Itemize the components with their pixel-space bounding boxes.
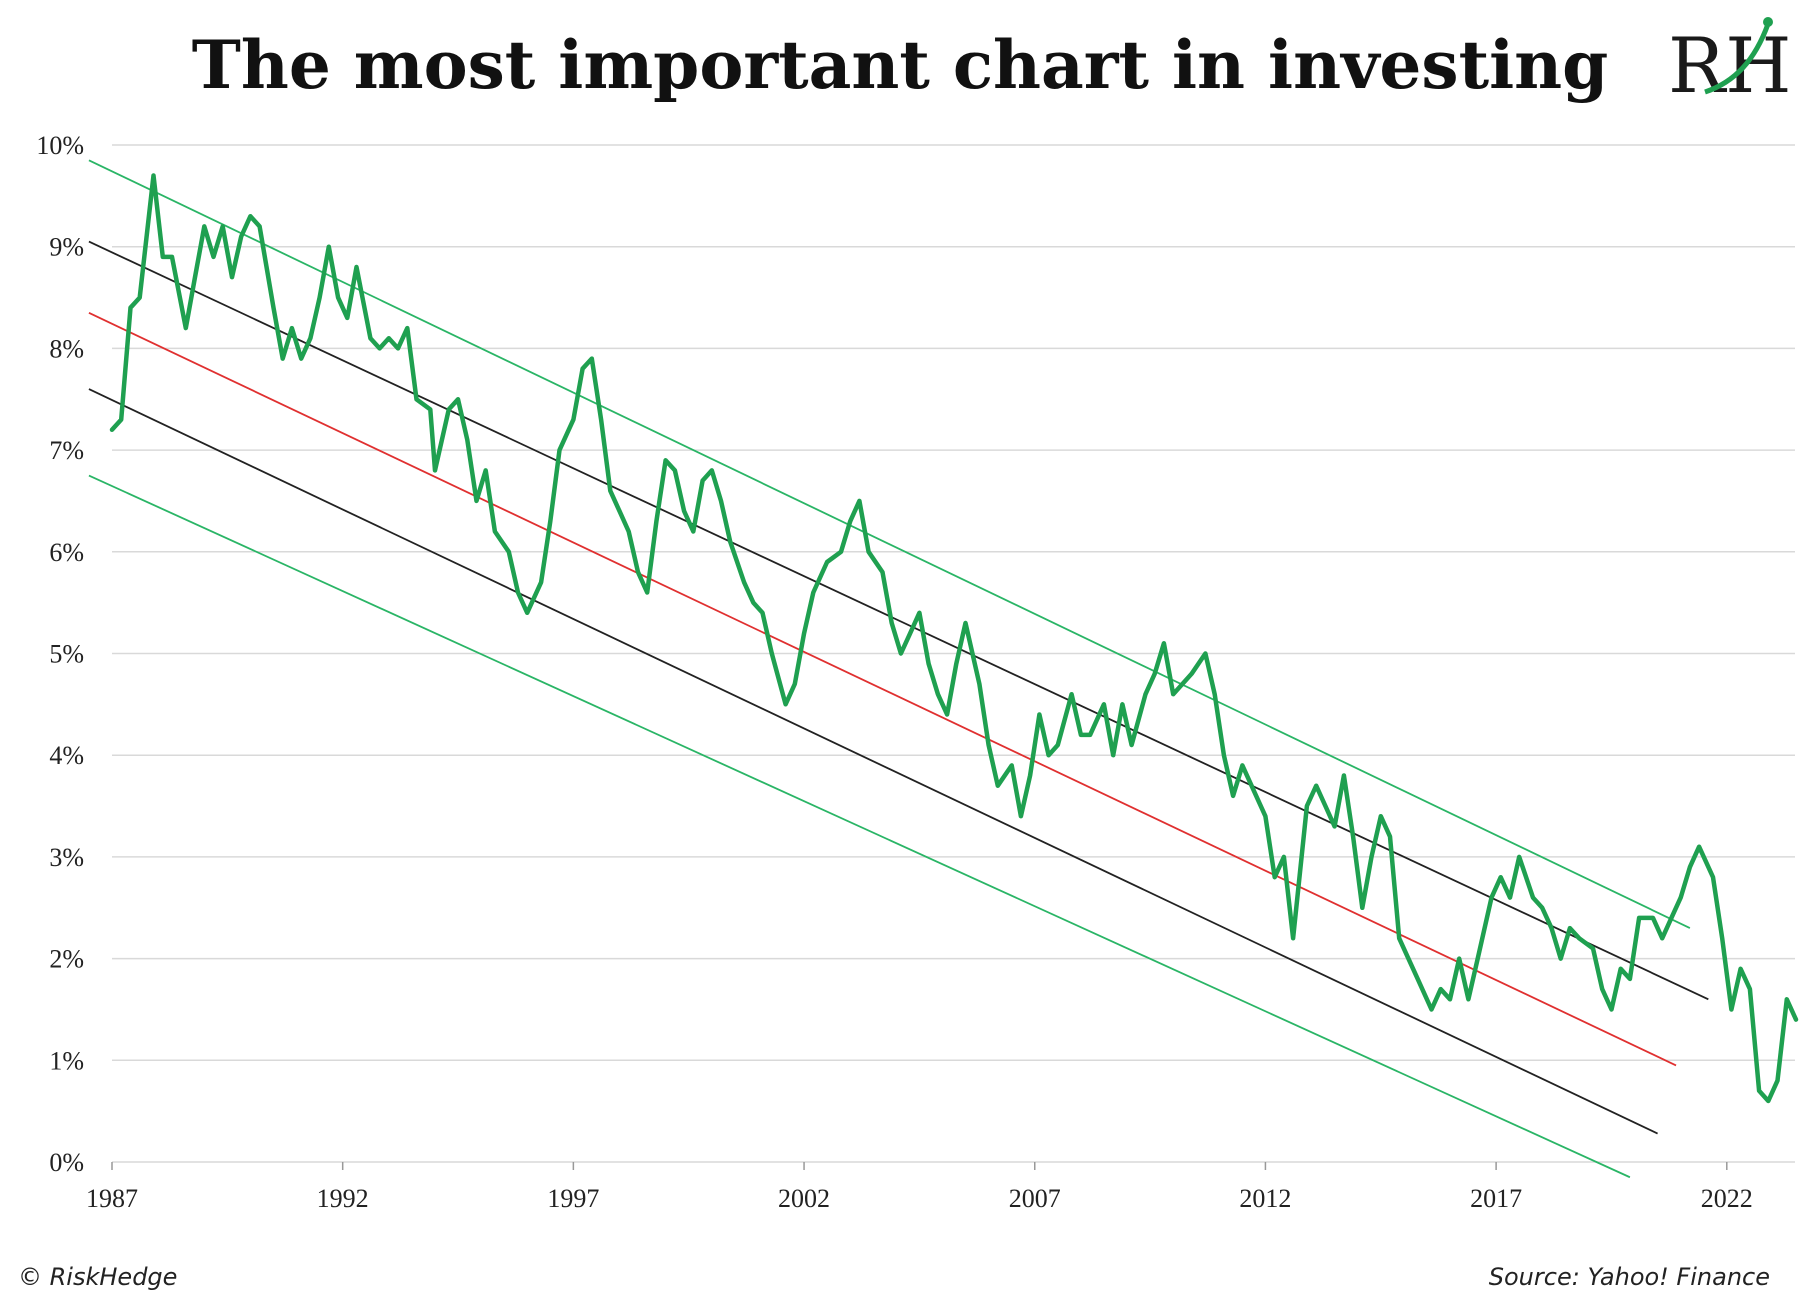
x-tick-label: 2017 xyxy=(1470,1184,1522,1213)
logo-text: RH xyxy=(1668,21,1792,110)
x-tick-label: 2007 xyxy=(1009,1184,1061,1213)
y-tick-label: 0% xyxy=(49,1148,84,1177)
x-tick-label: 1992 xyxy=(317,1184,369,1213)
footer-source: Source: Yahoo! Finance xyxy=(1489,1263,1770,1291)
trend-line xyxy=(88,388,1658,1135)
x-tick-label: 2022 xyxy=(1701,1184,1753,1213)
trend-line xyxy=(88,240,1709,1001)
x-tick-label: 1997 xyxy=(547,1184,599,1213)
y-tick-label: 10% xyxy=(36,131,84,160)
x-tick-label: 2012 xyxy=(1239,1184,1291,1213)
y-tick-label: 7% xyxy=(49,436,84,465)
logo-dot-icon xyxy=(1763,17,1773,27)
x-axis: 1987 1992 1997 2002 2007 2012 2017 2022 xyxy=(86,1162,1753,1213)
y-tick-label: 1% xyxy=(49,1046,84,1075)
y-tick-label: 9% xyxy=(49,233,84,262)
x-tick-label: 2002 xyxy=(778,1184,830,1213)
y-tick-label: 5% xyxy=(49,640,84,669)
y-tick-label: 3% xyxy=(49,843,84,872)
logo-accent-icon xyxy=(1704,23,1771,95)
y-tick-label: 2% xyxy=(49,945,84,974)
y-axis: 0% 1% 2% 3% 4% 5% 6% 7% 8% 9% 10% xyxy=(36,131,84,1177)
x-tick-label: 1987 xyxy=(86,1184,138,1213)
trend-line xyxy=(88,474,1631,1179)
series-line xyxy=(109,173,1799,1104)
trend-line xyxy=(88,311,1677,1067)
grid xyxy=(112,144,1795,1163)
footer-copyright: © RiskHedge xyxy=(18,1263,177,1291)
y-tick-label: 8% xyxy=(49,334,84,363)
trend-line xyxy=(88,159,1691,929)
y-tick-label: 6% xyxy=(49,538,84,567)
chart-title: The most important chart in investing xyxy=(192,26,1609,104)
series xyxy=(109,173,1799,1104)
trend-lines xyxy=(88,159,1709,1179)
y-tick-label: 4% xyxy=(49,741,84,770)
logo: RH xyxy=(1668,17,1792,110)
